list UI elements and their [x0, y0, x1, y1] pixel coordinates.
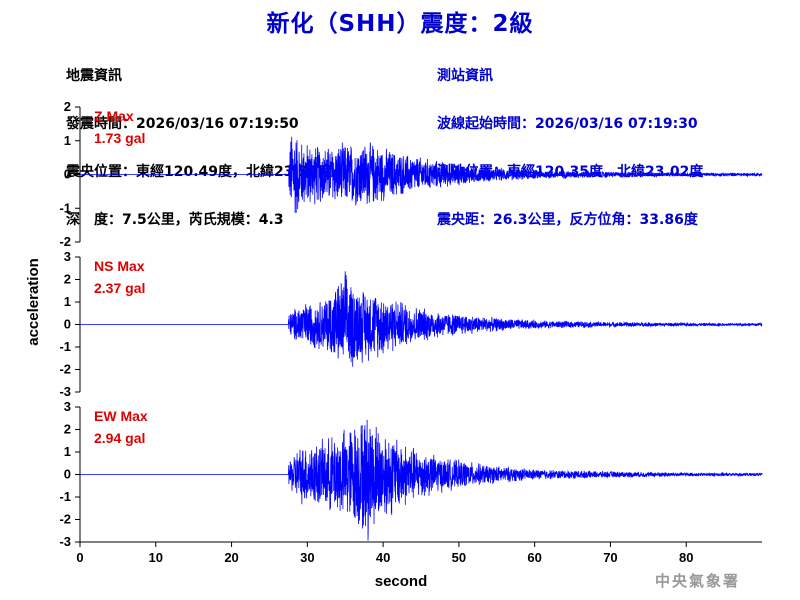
x-tick-label: 70 [603, 550, 617, 565]
origin-time: 發震時間：2026/03/16 07:19:50 [66, 116, 299, 132]
y-tick-label: 2 [64, 422, 71, 437]
y-tick-label: -3 [59, 384, 71, 399]
x-tick-label: 50 [452, 550, 466, 565]
waveform-ew [80, 419, 763, 541]
waveform-z [80, 136, 763, 213]
max-label-ew: EW Max [94, 408, 148, 424]
y-tick-label: 2 [64, 272, 71, 287]
x-tick-label: 10 [149, 550, 163, 565]
y-tick-label: -3 [59, 534, 71, 549]
x-tick-label: 60 [527, 550, 541, 565]
x-tick-label: 40 [376, 550, 390, 565]
y-tick-label: 1 [64, 294, 71, 309]
y-tick-label: -1 [59, 339, 71, 354]
y-tick-label: -1 [59, 489, 71, 504]
x-tick-label: 20 [224, 550, 238, 565]
y-tick-label: 0 [64, 317, 71, 332]
y-tick-label: 3 [64, 399, 71, 414]
y-tick-label: 0 [64, 167, 71, 182]
y-tick-label: 3 [64, 249, 71, 264]
x-axis-title: second [375, 573, 428, 590]
agency-name: 中央氣象署 [655, 572, 741, 590]
epicentral-distance: 震央距：26.3公里，反方位角：33.86度 [437, 212, 698, 228]
y-tick-label: 1 [64, 444, 71, 459]
max-value-z: 1.73 gal [94, 130, 145, 146]
y-tick-label: -2 [59, 362, 71, 377]
x-tick-label: 80 [679, 550, 693, 565]
y-axis-title: acceleration [25, 258, 42, 346]
chart-title: 新化（SHH）震度：2級 [266, 11, 534, 37]
max-value-ew: 2.94 gal [94, 430, 145, 446]
y-tick-label: -2 [59, 512, 71, 527]
waveform-ns [80, 271, 763, 367]
max-label-ns: NS Max [94, 258, 145, 274]
depth-magnitude: 深 度：7.5公里，芮氏規模：4.3 [66, 212, 284, 228]
wave-start-time: 波線起始時間：2026/03/16 07:19:30 [437, 116, 698, 132]
y-tick-label: 2 [64, 99, 71, 114]
y-tick-label: -2 [59, 234, 71, 249]
earthquake-info-heading: 地震資訊 [66, 68, 122, 84]
y-tick-label: 1 [64, 133, 71, 148]
station-info-heading: 測站資訊 [437, 68, 493, 84]
y-tick-label: -1 [59, 200, 71, 215]
y-tick-label: 0 [64, 467, 71, 482]
max-label-z: Z Max [94, 108, 134, 124]
x-tick-label: 30 [300, 550, 314, 565]
epicenter-location: 震央位置：東經120.49度，北緯23.22度 [66, 164, 333, 180]
max-value-ns: 2.37 gal [94, 280, 145, 296]
x-tick-label: 0 [76, 550, 83, 565]
earthquake-info-block: 地震資訊 發震時間：2026/03/16 07:19:50 震央位置：東經120… [66, 36, 332, 244]
